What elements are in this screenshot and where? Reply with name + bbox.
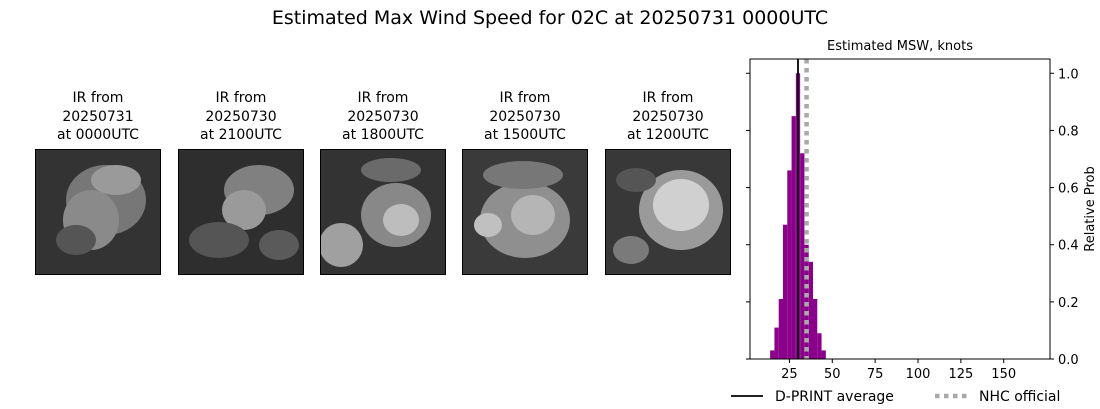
ir-caption: IR from 20250730 at 1200UTC [585,89,751,145]
histogram-bar [787,170,792,359]
ir-caption: IR from 20250730 at 1500UTC [442,89,608,145]
ir-caption: IR from 20250730 at 1800UTC [300,89,466,145]
ir-satellite-image [462,148,588,275]
ir-satellite-image [605,148,731,275]
ir-satellite-image [320,148,446,275]
ir-caption-time: at 1200UTC [627,127,709,143]
ir-panel: IR from 20250730 at 1200UTC [605,89,731,275]
x-tick-label: 100 [906,367,931,382]
ir-caption-line: IR from [72,90,124,106]
histogram-bar [774,327,779,359]
y-tick-label: 1.0 [1058,67,1079,82]
figure-title: Estimated Max Wind Speed for 02C at 2025… [271,7,829,29]
histogram-bar [821,350,826,359]
x-tick-label: 50 [824,367,841,382]
plot-frame [749,58,1051,360]
histogram-bar [813,299,818,359]
x-tick-label: 150 [991,367,1016,382]
ir-caption: IR from 20250730 at 2100UTC [158,89,324,145]
y-tick-label: 0.2 [1058,296,1079,311]
ir-satellite-image [35,148,161,275]
ir-panel: IR from 20250730 at 1800UTC [320,89,446,275]
histogram-bar [800,153,805,359]
histogram-bar [804,244,809,359]
ir-caption-time: at 1500UTC [484,127,566,143]
y-tick-label: 0.8 [1058,124,1079,139]
histogram-bar [783,224,788,359]
ir-panel: IR from 20250730 at 2100UTC [178,89,304,275]
histogram-bar [817,333,822,359]
y-tick-label: 0.6 [1058,182,1079,197]
histogram-bar [791,116,796,360]
ir-satellite-image [178,148,304,275]
x-tick-label: 125 [948,367,973,382]
legend-label-dprint: D-PRINT average [775,389,894,405]
legend-label-nhc: NHC official [979,389,1060,405]
ir-caption-time: at 0000UTC [57,127,139,143]
x-tick-label: 75 [867,367,884,382]
histogram-bar [808,261,813,359]
ir-caption-line: IR from [499,90,551,106]
legend: D-PRINT average NHC official [731,389,1060,405]
ir-caption-line: IR from [215,90,267,106]
histogram-bar [778,299,783,359]
x-tick-label: 25 [781,367,798,382]
ir-caption-time: at 2100UTC [200,127,282,143]
ir-caption-line: IR from [357,90,409,106]
ir-panel: IR from 20250730 at 1500UTC [462,89,588,275]
ir-caption-time: at 1800UTC [342,127,424,143]
ir-caption-date: 20250730 [489,108,561,125]
y-tick-label: 0.4 [1058,239,1079,254]
ir-panel: IR from 20250731 at 0000UTC [35,89,161,275]
y-axis-title: Relative Prob [1083,166,1098,251]
chart-title: Estimated MSW, knots [827,39,973,54]
ir-caption-line: IR from [642,90,694,106]
ir-caption-date: 20250730 [632,108,704,125]
ir-caption-date: 20250730 [347,108,419,125]
histogram-bar [770,350,775,359]
ir-caption-date: 20250730 [205,108,277,125]
ir-caption: IR from 20250731 at 0000UTC [15,89,181,145]
ir-caption-date: 20250731 [62,108,134,125]
y-tick-label: 0.0 [1058,353,1079,368]
